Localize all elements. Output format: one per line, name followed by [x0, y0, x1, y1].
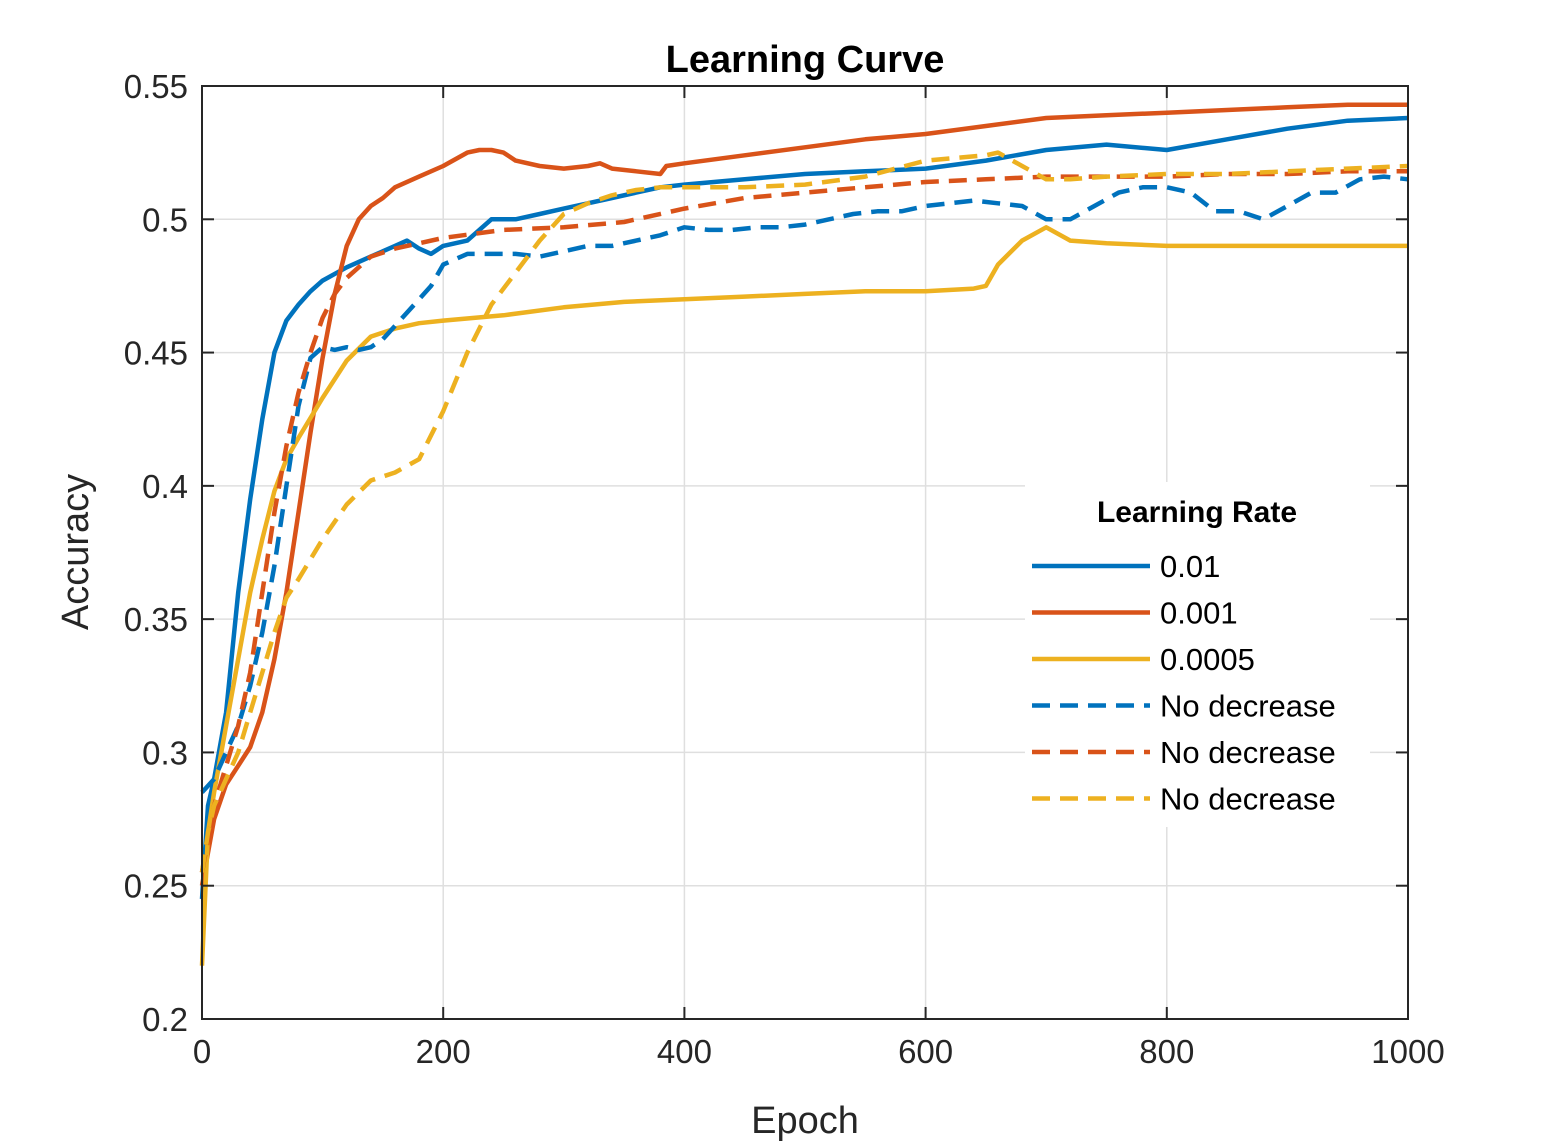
legend: Learning Rate 0.01 0.001 0.0005 No decrease… [1025, 482, 1370, 827]
legend-label-2: 0.001 [1160, 596, 1238, 631]
y-tick-label: 0.3 [142, 734, 188, 771]
legend-label-6: No decrease [1160, 782, 1336, 817]
y-tick-label: 0.4 [142, 468, 188, 505]
chart-title: Learning Curve [666, 39, 945, 81]
series-line-2 [199, 102, 1408, 887]
y-tick-label: 0.2 [142, 1001, 188, 1038]
series-line-4 [200, 174, 1409, 794]
series-line-6 [199, 150, 1409, 873]
y-tick-label: 0.5 [142, 201, 188, 238]
y-tick-label: 0.25 [124, 868, 188, 905]
x-tick-label: 0 [193, 1033, 211, 1070]
x-tick-label: 600 [898, 1033, 953, 1070]
x-tick-label: 200 [416, 1033, 471, 1070]
y-tick-label: 0.45 [124, 335, 188, 372]
series-group [199, 102, 1409, 966]
plot-frame [201, 85, 1409, 1020]
y-tick-label: 0.35 [124, 601, 188, 638]
y-axis-label: Accuracy [55, 474, 97, 630]
legend-box [1025, 482, 1370, 827]
y-tick-label: 0.55 [124, 68, 188, 105]
legend-label-4: No decrease [1160, 689, 1336, 724]
legend-label-1: 0.01 [1160, 549, 1220, 584]
legend-items: 0.01 0.001 0.0005 No decrease No decrease No … [1032, 549, 1336, 817]
x-tick-label: 1000 [1371, 1033, 1444, 1070]
legend-title: Learning Rate [1097, 496, 1297, 529]
legend-label-3: 0.0005 [1160, 642, 1255, 677]
y-tick-labels: 0.2 0.25 0.3 0.35 0.4 0.45 0.5 0.55 [124, 68, 188, 1038]
series-line-3 [199, 225, 1408, 966]
series-line-5 [199, 169, 1408, 873]
x-axis-label: Epoch [751, 1100, 859, 1142]
legend-label-5: No decrease [1160, 735, 1336, 770]
x-tick-label: 400 [657, 1033, 712, 1070]
x-tick-label: 800 [1139, 1033, 1194, 1070]
series-line-1 [199, 115, 1409, 900]
axis-ticks [201, 85, 1409, 1020]
x-tick-labels: 0 200 400 600 800 1000 [193, 1033, 1445, 1070]
